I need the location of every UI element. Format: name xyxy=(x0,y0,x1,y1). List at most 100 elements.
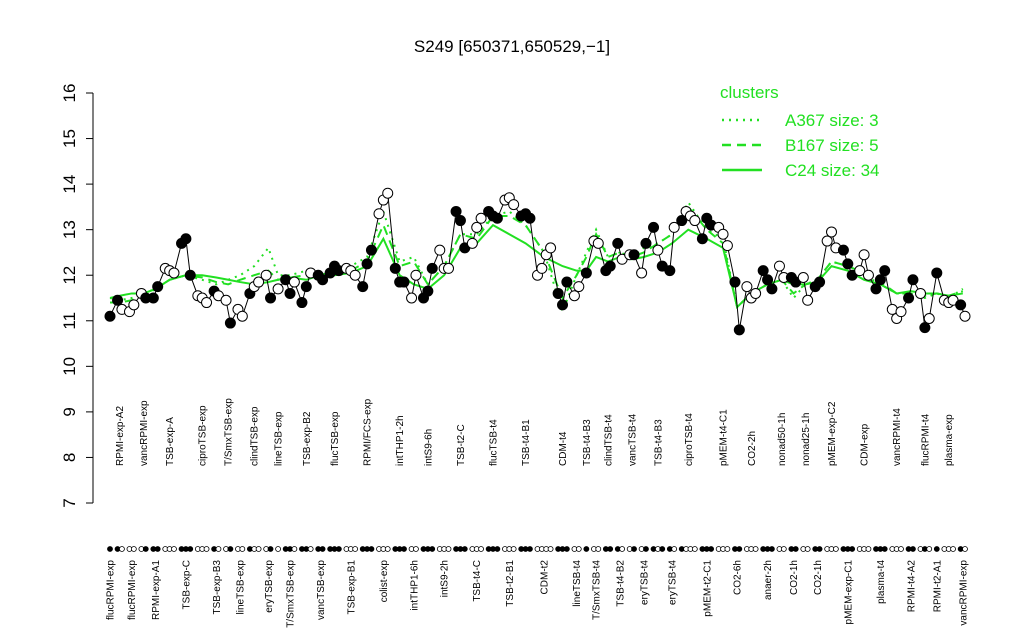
point xyxy=(696,233,708,245)
x-group-label: CDM-t2 xyxy=(540,560,551,595)
x-group-label: TSB-exp-B3 xyxy=(212,560,223,615)
point xyxy=(557,299,569,311)
x-group-label: intS9-2h xyxy=(440,560,451,597)
rug-dot xyxy=(429,546,436,552)
point xyxy=(475,212,487,224)
rug-dot xyxy=(780,546,787,552)
rug-dot xyxy=(933,546,940,552)
rug-dot xyxy=(724,546,731,552)
point xyxy=(524,212,536,224)
point xyxy=(104,310,116,322)
y-tick-label: 11 xyxy=(60,312,79,330)
rug-dot xyxy=(203,546,210,552)
point xyxy=(870,283,882,295)
rug-dot xyxy=(494,546,501,552)
point xyxy=(454,215,466,227)
x-group-label: TSB-exp-B2 xyxy=(302,411,313,466)
rug-dot xyxy=(881,546,888,552)
point xyxy=(373,208,385,220)
rug-dot xyxy=(510,546,517,552)
point xyxy=(568,290,580,302)
y-tick-label: 7 xyxy=(60,498,79,507)
point xyxy=(317,274,329,286)
point xyxy=(879,265,891,277)
rug-dot xyxy=(547,546,554,552)
point xyxy=(648,221,660,233)
rug-dot xyxy=(631,546,637,552)
y-tick-label: 15 xyxy=(60,129,79,148)
point xyxy=(260,269,272,281)
rug-dot xyxy=(368,546,375,552)
rug-dot xyxy=(792,546,799,552)
point xyxy=(265,292,277,304)
point xyxy=(919,322,931,334)
point xyxy=(300,281,312,293)
rug-dot xyxy=(607,546,614,552)
x-group-label: RPMI-t2-A1 xyxy=(932,560,943,613)
point xyxy=(471,221,483,233)
point xyxy=(821,235,833,247)
rug-dot xyxy=(352,546,359,552)
point xyxy=(837,244,849,256)
y-tick-label: 14 xyxy=(60,175,79,194)
rug-dot xyxy=(307,546,314,552)
point xyxy=(762,274,774,286)
point xyxy=(184,269,196,281)
rug-dot xyxy=(768,546,775,552)
point xyxy=(365,244,377,256)
legend-label: C24 size: 34 xyxy=(785,161,880,180)
x-group-label: vancTSB-t4 xyxy=(627,413,638,466)
legend-label: B167 size: 5 xyxy=(785,136,879,155)
point xyxy=(536,262,548,274)
y-tick-label: 8 xyxy=(60,453,79,462)
rug-dot xyxy=(267,546,274,552)
point xyxy=(729,276,741,288)
x-group-label: RPMI-exp-A2 xyxy=(115,406,126,466)
point xyxy=(508,199,520,211)
x-group-label: intTHP1-6h xyxy=(409,560,420,611)
point xyxy=(733,324,745,336)
rug-dot xyxy=(643,546,649,552)
rug-dot xyxy=(319,546,326,552)
point xyxy=(750,287,762,299)
x-group-label: anaer-2h xyxy=(763,560,774,600)
point xyxy=(573,281,585,293)
point xyxy=(923,313,935,324)
point xyxy=(802,294,814,306)
x-group-label: nonad25-1h xyxy=(801,413,812,466)
point xyxy=(152,281,164,293)
point xyxy=(201,297,213,309)
point xyxy=(434,244,446,256)
x-group-label: ciproTSB-t4 xyxy=(684,413,695,466)
point xyxy=(545,242,557,254)
rug-dot xyxy=(691,546,698,552)
rug-dot xyxy=(142,546,149,552)
x-group-label: CDM-exp xyxy=(860,423,871,466)
rug-dot xyxy=(335,546,342,552)
rug-dot xyxy=(910,546,916,552)
x-group-label: TSB-exp-B1 xyxy=(346,560,357,615)
rug-dot xyxy=(384,546,391,552)
x-group-label: vancRPMI-exp xyxy=(958,560,969,626)
rug-dot xyxy=(595,546,602,552)
rug-dot xyxy=(130,546,137,552)
x-group-label: intTHP1-2h xyxy=(395,415,406,466)
point xyxy=(757,265,769,277)
x-group-label: flucTSB-exp xyxy=(330,411,341,466)
point xyxy=(676,215,688,227)
point xyxy=(874,274,886,286)
legend-label: A367 size: 3 xyxy=(785,111,879,130)
rug-dot xyxy=(619,546,626,552)
rug-dot xyxy=(239,546,246,552)
rug-dot xyxy=(950,546,956,552)
x-group-label: RPMI/FCS-exp xyxy=(363,398,374,466)
x-group-label: CO2-6h xyxy=(733,560,744,595)
legend-title: clusters xyxy=(720,83,779,102)
point xyxy=(168,267,180,279)
x-group-label: TSB-exp-A xyxy=(165,417,176,466)
rug-dot xyxy=(401,546,407,552)
point xyxy=(854,265,866,277)
point xyxy=(652,244,664,256)
point xyxy=(382,187,394,199)
rug-dot xyxy=(291,546,298,552)
